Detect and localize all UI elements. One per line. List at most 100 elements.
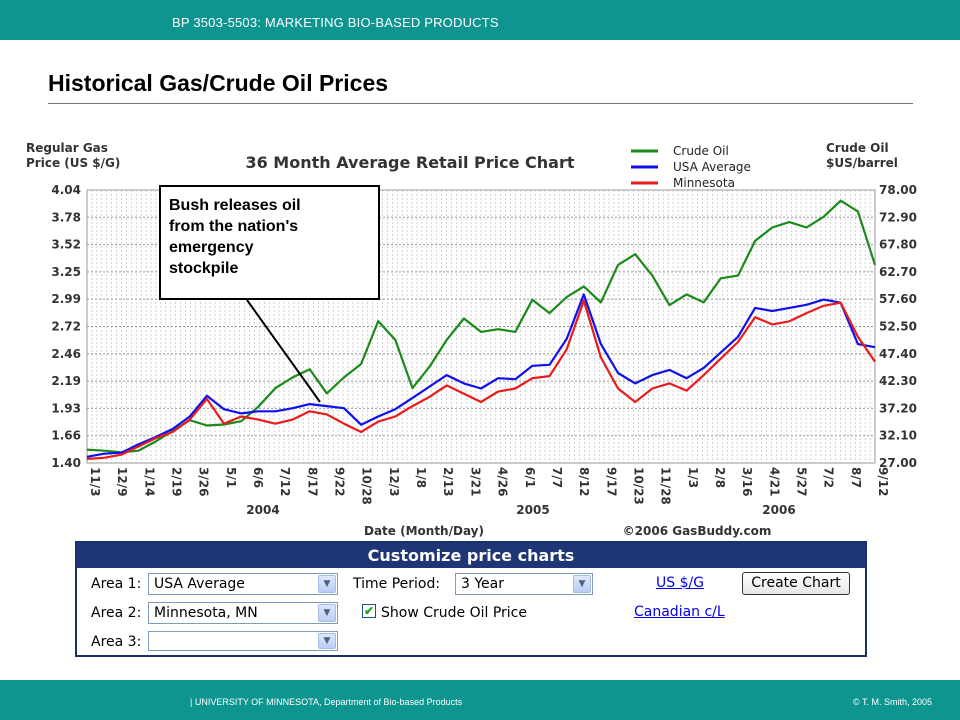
chevron-down-icon[interactable]: ▼ (318, 604, 336, 622)
y-tick-label-left: 1.66 (51, 429, 81, 443)
panel-title: Customize price charts (77, 543, 865, 568)
y-tick-label-right: 42.30 (879, 374, 917, 388)
callout-pointer (246, 299, 321, 403)
area1-label: Area 1: (91, 576, 142, 592)
canadian-cents-litre-link[interactable]: Canadian c/L (634, 604, 725, 620)
x-tick-label: 7/12 (278, 467, 292, 496)
y-tick-label-left: 1.93 (51, 401, 81, 415)
area1-select[interactable]: USA Average ▼ (148, 573, 338, 595)
course-title: BP 3503-5503: MARKETING BIO-BASED PRODUC… (172, 15, 499, 30)
year-label: 2004 (246, 503, 279, 517)
y-tick-label-right: 52.50 (879, 320, 917, 334)
y-axis-left-label-line: Price (US $/G) (26, 156, 120, 170)
series-line-minnesota (86, 299, 876, 460)
create-chart-button[interactable]: Create Chart (742, 572, 850, 595)
y-tick-label-right: 27.00 (879, 456, 917, 470)
y-tick-label-left: 2.72 (51, 320, 81, 334)
x-tick-label: 8/12 (577, 467, 591, 496)
chart-legend: Crude Oil USA Average Minnesota (631, 144, 751, 190)
y-tick-label-left: 1.40 (51, 456, 81, 470)
y-tick-label-right: 32.10 (879, 429, 917, 443)
time-period-value: 3 Year (461, 576, 504, 592)
y-axis-right-label-line: $US/barrel (826, 156, 898, 170)
y-tick-label-left: 3.78 (51, 210, 81, 224)
x-tick-label: 3/21 (468, 467, 482, 496)
x-tick-label: 9/22 (333, 467, 347, 496)
y-tick-label-left: 4.04 (51, 183, 81, 197)
x-tick-label: 1/14 (142, 467, 156, 496)
chart-credit: ©2006 GasBuddy.com (623, 524, 772, 538)
chevron-down-icon[interactable]: ▼ (318, 633, 336, 649)
y-tick-label-right: 62.70 (879, 265, 917, 279)
y-tick-label-left: 2.46 (51, 347, 81, 361)
y-tick-label-right: 57.60 (879, 292, 917, 306)
y-tick-label-left: 2.99 (51, 292, 81, 306)
x-tick-label: 9/17 (604, 467, 618, 496)
x-tick-label: 8/17 (305, 467, 319, 496)
x-tick-label: 5/27 (794, 467, 808, 496)
area2-select[interactable]: Minnesota, MN ▼ (148, 602, 338, 624)
x-tick-label: 7/7 (550, 467, 564, 488)
year-label: 2005 (516, 503, 549, 517)
year-label: 2006 (762, 503, 795, 517)
y-axis-right-label-line: Crude Oil (826, 141, 889, 155)
price-chart: 36 Month Average Retail Price Chart Regu… (26, 141, 917, 538)
x-tick-label: 11/3 (88, 467, 102, 496)
header-bar: BP 3503-5503: MARKETING BIO-BASED PRODUC… (0, 0, 960, 40)
x-tick-label: 12/9 (115, 467, 129, 496)
x-tick-label: 2/19 (170, 467, 184, 496)
footer-university: | UNIVERSITY OF MINNESOTA, Department of… (190, 697, 463, 707)
footer-bar: | UNIVERSITY OF MINNESOTA, Department of… (0, 680, 960, 720)
x-tick-label: 6/1 (523, 467, 537, 488)
x-tick-label: 2/13 (441, 467, 455, 496)
y-tick-label-right: 47.40 (879, 347, 917, 361)
y-tick-label-right: 37.20 (879, 401, 917, 415)
x-tick-label: 3/26 (197, 467, 211, 496)
x-axis-label: Date (Month/Day) (364, 524, 484, 538)
y-tick-label-right: 78.00 (879, 183, 917, 197)
area3-select[interactable]: ▼ (148, 631, 338, 651)
x-tick-label: 11/28 (659, 467, 673, 505)
y-tick-label-left: 2.19 (51, 374, 81, 388)
x-tick-label: 9/12 (876, 467, 890, 496)
y-axis-left-label: Regular Gas Price (US $/G) (26, 141, 120, 170)
area1-value: USA Average (154, 576, 245, 592)
series-line-usa-average (86, 293, 876, 458)
area2-label: Area 2: (91, 605, 142, 621)
x-tick-label: 10/23 (631, 467, 645, 505)
legend-label-crude-oil: Crude Oil (673, 144, 729, 158)
legend-label-usa-average: USA Average (673, 160, 751, 174)
show-crude-checkbox[interactable]: ✔ (362, 604, 376, 618)
page-title: Historical Gas/Crude Oil Prices (48, 70, 389, 96)
chart-title: 36 Month Average Retail Price Chart (245, 153, 574, 172)
annotation-callout: Bush releases oil from the nation's emer… (159, 185, 380, 300)
us-dollar-gallon-link[interactable]: US $/G (656, 575, 705, 591)
x-tick-label: 6/6 (251, 467, 265, 488)
x-tick-label: 12/3 (387, 467, 401, 496)
x-tick-label: 4/21 (767, 467, 781, 496)
x-tick-label: 1/8 (414, 467, 428, 488)
time-period-select[interactable]: 3 Year ▼ (455, 573, 593, 595)
footer-copyright: © T. M. Smith, 2005 (853, 697, 932, 707)
x-tick-label: 3/16 (740, 467, 754, 496)
customize-panel: Customize price charts Area 1: USA Avera… (75, 541, 867, 657)
area2-value: Minnesota, MN (154, 605, 258, 621)
y-axis-left-label-line: Regular Gas (26, 141, 108, 155)
show-crude-label[interactable]: Show Crude Oil Price (381, 605, 527, 621)
y-tick-label-left: 3.52 (51, 238, 81, 252)
y-axis-right-label: Crude Oil $US/barrel (826, 141, 898, 170)
x-tick-label: 4/26 (496, 467, 510, 496)
x-tick-label: 1/3 (686, 467, 700, 488)
x-tick-label: 5/1 (224, 467, 238, 488)
chevron-down-icon[interactable]: ▼ (318, 575, 336, 593)
panel-body: Area 1: USA Average ▼ Area 2: Minnesota,… (77, 568, 865, 655)
time-period-label: Time Period: (353, 576, 441, 592)
chevron-down-icon[interactable]: ▼ (573, 575, 591, 593)
title-divider (48, 103, 913, 104)
x-tick-label: 8/7 (849, 467, 863, 488)
x-tick-label: 7/2 (822, 467, 836, 488)
y-tick-label-right: 67.80 (879, 238, 917, 252)
x-tick-label: 2/8 (713, 467, 727, 488)
y-tick-label-right: 72.90 (879, 210, 917, 224)
y-tick-label-left: 3.25 (51, 265, 81, 279)
